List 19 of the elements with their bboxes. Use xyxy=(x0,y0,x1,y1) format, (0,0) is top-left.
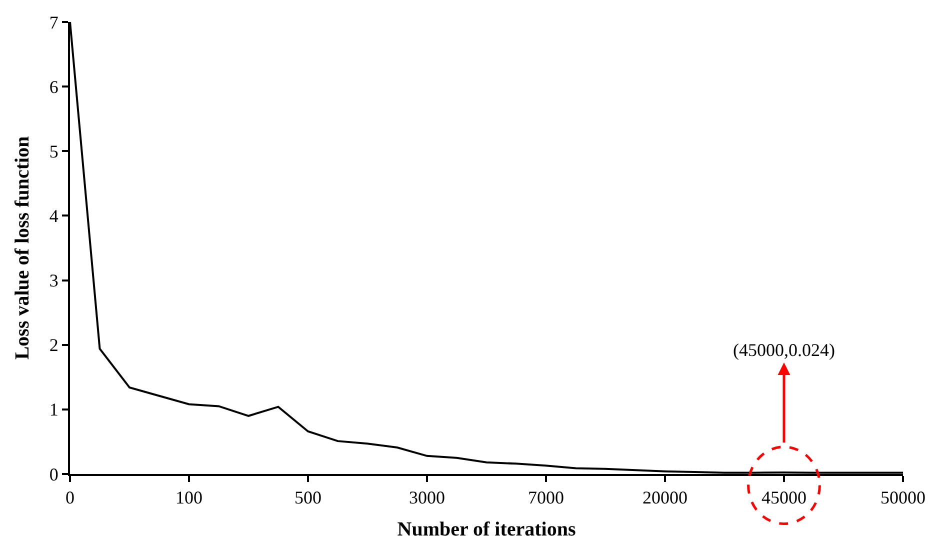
x-tick-label: 3000 xyxy=(409,488,445,508)
y-tick-label: 7 xyxy=(49,12,58,32)
x-axis-title: Number of iterations xyxy=(397,518,576,541)
y-tick-label: 3 xyxy=(49,270,58,291)
x-tick-label: 45000 xyxy=(762,488,806,508)
x-tick-label: 100 xyxy=(176,488,202,508)
y-tick-label: 6 xyxy=(49,76,58,97)
y-axis-title: Loss value of loss function xyxy=(11,136,34,360)
y-tick-label: 4 xyxy=(49,206,58,226)
y-tick-label: 0 xyxy=(49,464,58,484)
x-tick-label: 50000 xyxy=(880,488,926,508)
y-tick-label: 2 xyxy=(49,335,58,356)
annotation: (45000,0.024) xyxy=(733,340,835,360)
x-tick-label: 20000 xyxy=(642,488,688,508)
x-tick-label: 500 xyxy=(294,488,322,508)
y-tick-label: 1 xyxy=(49,400,58,420)
x-tick-label: 0 xyxy=(66,488,74,508)
x-tick-label: 7000 xyxy=(528,488,564,508)
y-tick-label: 5 xyxy=(49,141,58,162)
